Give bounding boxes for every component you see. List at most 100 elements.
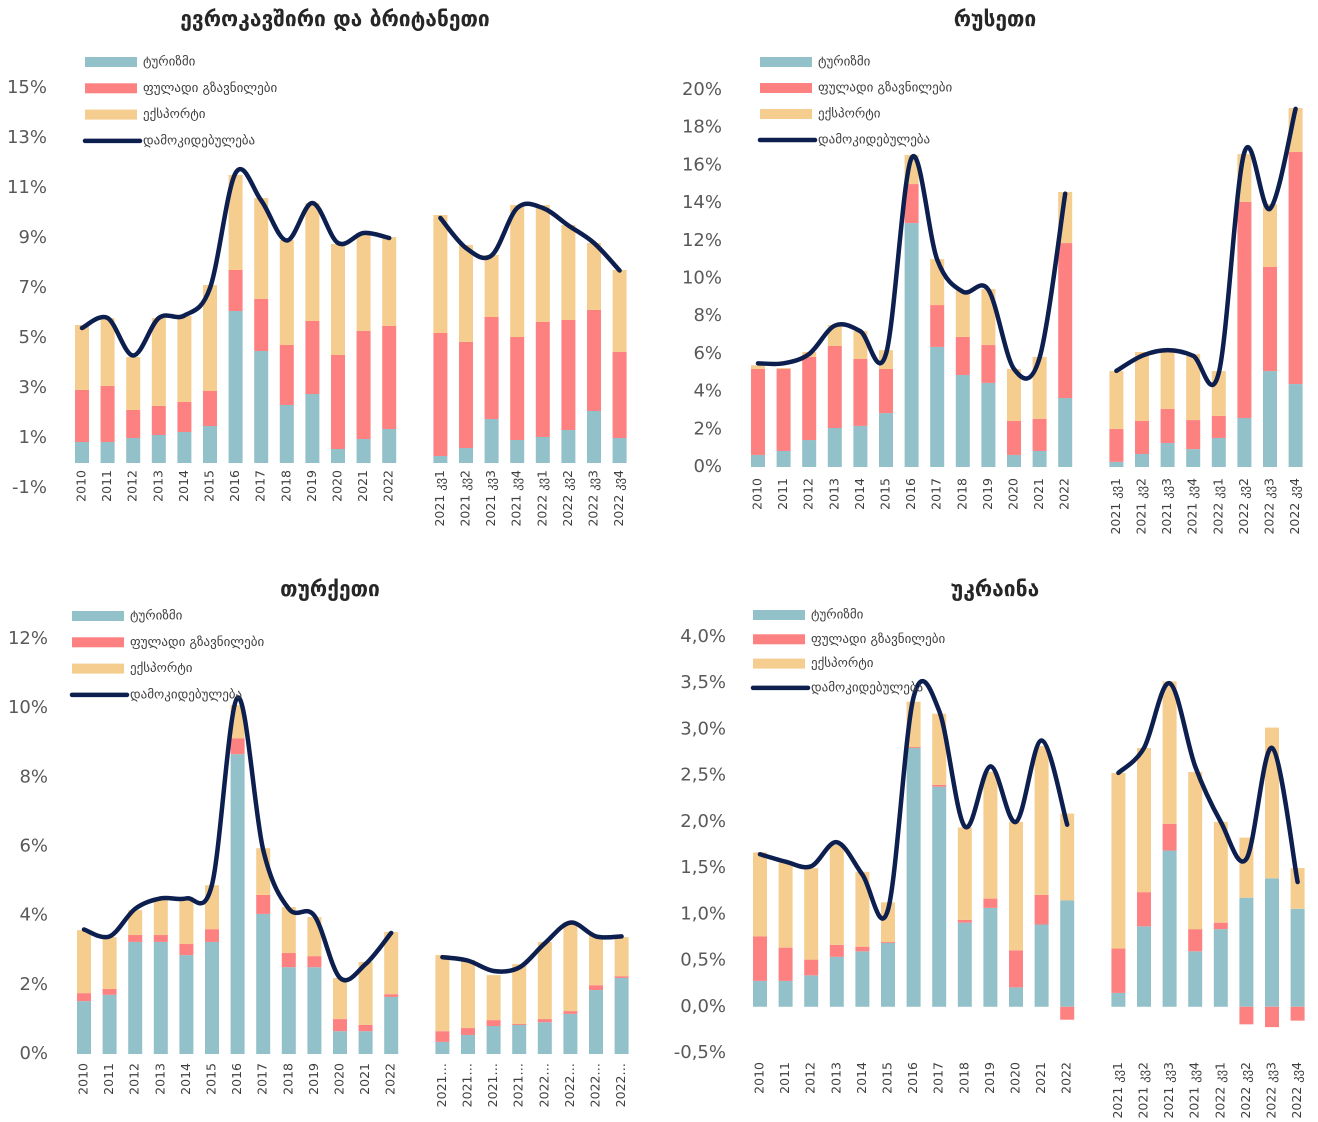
bar-segment [881,942,895,1007]
bar-segment [126,410,141,438]
y-tick-label: 4% [693,381,722,402]
legend-label: ფულადი გზავნილები [811,632,945,647]
bar-segment [879,368,893,414]
x-tick-label: 2014 [852,478,867,510]
legend-swatch [85,83,137,94]
bar-segment [461,1034,475,1054]
x-tick-label: 2021 კვ4 [1187,1062,1202,1119]
x-tick-label: 2021 კვ1 [1108,478,1123,535]
x-tick-label: 2022 კვ2 [560,470,575,527]
bar-segment [486,1025,501,1054]
legend-label: ტურიზმი [818,55,871,70]
bar-segment [612,270,627,352]
legend-swatch [760,109,812,119]
bar-segment [177,402,192,432]
bar-segment [333,977,347,1020]
x-tick-label: 2020 [330,470,345,502]
legend-label: ექსპორტი [818,107,881,122]
x-tick-label: 2012 [127,1063,142,1095]
x-tick-label: 2011 [101,1063,116,1095]
x-tick-label: 2016 [903,478,918,510]
bar-segment [128,910,143,936]
bar-segment [333,1019,347,1032]
legend-swatch [72,637,124,648]
x-tick-label: 2013 [150,470,165,502]
bar-segment [1135,421,1149,454]
x-tick-label: 2022 კვ2 [1238,1062,1253,1119]
x-tick-label: 2016 [905,1062,920,1094]
bar-segment [1137,892,1151,927]
legend-swatch [753,610,805,620]
x-tick-label: 2021 კვ4 [509,470,524,527]
legend-swatch [85,109,137,120]
y-tick-label: 20% [682,79,722,100]
bar-segment [100,318,115,386]
bar-segment [829,944,844,957]
chart-title: რუსეთი [954,7,1037,31]
x-tick-label: 2019 [304,470,319,502]
y-tick-label: 12% [682,230,722,251]
x-tick-label: 2013 [828,1062,843,1094]
bar-segment [279,405,294,463]
legend-label: ექსპორტი [811,656,874,671]
bar-segment [254,351,269,463]
y-tick-label: -0,5% [674,1042,726,1063]
y-tick-label: 1,0% [680,903,726,924]
legend-label: ექსპორტი [143,107,206,122]
bar-segment [459,448,473,463]
bar-segment [535,322,550,437]
x-tick-label: 2021 კვ3 [1159,478,1174,535]
x-tick-label: 2019 [980,478,995,510]
bar-segment [614,977,629,1054]
bar-segment [203,391,217,426]
bar-segment [1265,1006,1279,1028]
legend-swatch [753,658,805,669]
x-tick-label: 2022… [613,1063,628,1107]
x-tick-label: 2011 [775,478,790,510]
bar-segment [1034,924,1049,1007]
bar-segment [356,439,371,463]
x-tick-label: 2010 [750,478,765,510]
bar-segment [358,962,373,1025]
bar-segment [1290,1006,1305,1021]
bar-segment [177,316,192,402]
bar-segment [331,355,345,449]
x-tick-label: 2010 [76,1063,91,1095]
bar-segment [179,896,194,945]
bar-segment [1160,443,1175,467]
bar-segment [1239,897,1254,1007]
bar-segment [881,942,895,943]
x-tick-label: 2022 კვ3 [1262,478,1277,535]
x-tick-label: 2020 [1008,1062,1023,1094]
bar-segment [930,305,945,347]
legend-label: ექსპორტი [130,661,193,676]
bar-segment [1034,894,1049,925]
bar-segment [561,430,576,463]
x-tick-label: 2018 [278,470,293,502]
bar-segment [356,331,371,439]
y-tick-label: 3% [18,377,47,398]
bar-segment [228,311,243,463]
bar-segment [802,356,817,441]
bar-segment [535,205,550,322]
y-tick-label: 2,0% [680,811,726,832]
x-tick-label: 2022 კვ4 [1289,1062,1304,1119]
x-tick-label: 2015 [878,478,893,510]
x-tick-label: 2018 [956,1062,971,1094]
bar-segment [537,1019,552,1023]
bar-segment [1137,747,1151,893]
bar-segment [904,184,919,224]
bar-segment [102,937,117,989]
bar-segment [1032,418,1047,451]
bar-segment [983,771,998,899]
bar-segment [1162,681,1177,824]
bar-segment [1213,821,1228,923]
chart-panel: რუსეთი 0% 2% 4% 6% 8% 10% 12% 14% 16% 18% 20% 2010 20… [682,7,1303,535]
bar-segment [932,786,947,1007]
bar-segment [753,852,767,937]
x-tick-label: 2017 [929,478,944,510]
y-tick-label: 18% [682,117,722,138]
bar-segment [1009,950,1023,988]
bar-segment [435,955,450,1032]
x-tick-label: 2022 [1059,1062,1074,1094]
